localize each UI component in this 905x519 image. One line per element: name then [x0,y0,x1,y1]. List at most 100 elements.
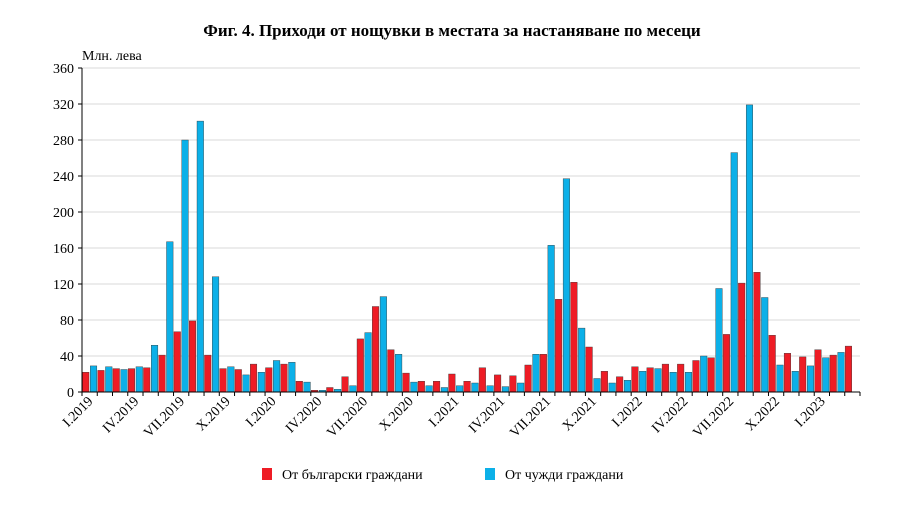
bar [151,345,159,393]
bar [112,368,120,393]
bar [517,382,525,393]
bar [783,353,791,393]
bar [127,368,135,393]
y-tick-label: 280 [53,134,74,149]
bar [814,349,822,393]
x-tick-label: I.2019 [60,394,96,430]
bar [410,381,418,393]
bar [273,360,281,393]
bar [745,104,753,393]
bar [722,334,730,393]
y-tick-label: 240 [53,170,74,185]
bar [356,338,364,393]
x-tick-label: X.2019 [194,394,234,434]
bar [494,374,502,393]
bar [372,306,380,393]
bar [738,282,746,393]
x-tick-label: X.2021 [560,394,600,434]
bar [440,387,448,393]
bar [524,364,532,393]
bar [349,385,357,393]
bar [829,354,837,393]
y-tick-label: 320 [53,98,74,113]
bar [593,378,601,393]
bar [761,297,769,393]
bar [90,365,98,393]
bars [82,104,852,393]
bar [395,354,403,393]
x-tick-label: VII.2020 [324,394,371,441]
x-tick-label: I.2021 [426,394,462,430]
bar [242,374,250,393]
y-tick-label: 40 [60,350,74,365]
bar [837,352,845,393]
y-tick-label: 200 [53,206,74,221]
bar [471,382,479,393]
bar [257,372,265,393]
bar [822,357,830,393]
x-tick-label: IV.2019 [100,394,142,436]
bar [189,320,197,393]
bar [135,366,143,393]
bar [844,345,852,393]
bar [570,282,578,393]
x-tick-label: VII.2021 [507,394,554,441]
bar [417,381,425,393]
y-tick-label: 80 [60,314,74,329]
bar [288,362,296,393]
bar [212,276,220,393]
bar [616,376,624,393]
bar [600,371,608,393]
legend-swatch [485,468,495,480]
bar [227,366,235,393]
y-axis-unit-label: Млн. лева [82,49,143,64]
x-tick-label: I.2023 [793,394,829,430]
y-tick-label: 120 [53,278,74,293]
bar [448,373,456,393]
bar [364,332,372,393]
bar [730,152,738,393]
bar [478,367,486,393]
bar [234,369,242,393]
bar [578,327,586,393]
bar [753,272,761,393]
bar [791,371,799,393]
y-axis-ticks: 0 40 80 120 160 200 240 280 320 360 [53,62,82,401]
y-tick-label: 160 [53,242,74,257]
bar [669,372,677,393]
bar [700,355,708,393]
bar [280,363,288,393]
bar [486,385,494,393]
bar [387,349,395,393]
bar [631,366,639,393]
bar [463,381,471,393]
bar [539,354,547,393]
x-tick-label: I.2022 [609,394,645,430]
legend: От български граждани От чужди граждани [262,468,624,483]
x-tick-label: I.2020 [243,394,279,430]
bar [379,296,387,393]
x-tick-label: IV.2021 [466,394,508,436]
bar [654,368,662,393]
x-axis-ticks: I.2019 IV.2019 VII.2019 X.2019 I.2020 IV.2020… [60,392,861,441]
bar [547,245,555,393]
bar [501,386,509,393]
bar [181,139,189,393]
bar [97,370,105,393]
x-tick-label: IV.2022 [649,394,691,436]
bar [585,346,593,393]
bar [326,387,334,393]
bar [661,363,669,393]
x-tick-label: X.2022 [743,394,783,434]
bar [204,354,212,393]
x-tick-label: X.2020 [377,394,417,434]
bar [707,357,715,393]
bar [173,331,181,393]
legend-label: От чужди граждани [505,468,624,483]
bar [265,367,273,393]
bar [303,381,311,393]
gridlines [82,67,860,357]
bar [555,299,563,393]
bar [341,376,349,393]
